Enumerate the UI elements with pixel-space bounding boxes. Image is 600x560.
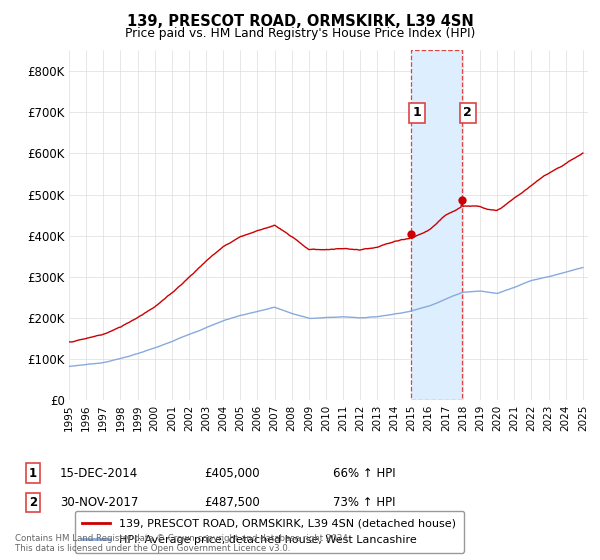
Text: Price paid vs. HM Land Registry's House Price Index (HPI): Price paid vs. HM Land Registry's House … (125, 27, 475, 40)
Text: 139, PRESCOT ROAD, ORMSKIRK, L39 4SN: 139, PRESCOT ROAD, ORMSKIRK, L39 4SN (127, 14, 473, 29)
Bar (411, 50, 461, 400)
Text: 73% ↑ HPI: 73% ↑ HPI (333, 496, 395, 509)
Text: 2: 2 (463, 106, 472, 119)
Text: 2: 2 (29, 496, 37, 509)
Text: 1: 1 (29, 466, 37, 480)
Text: 30-NOV-2017: 30-NOV-2017 (60, 496, 139, 509)
Text: £487,500: £487,500 (204, 496, 260, 509)
Text: £405,000: £405,000 (204, 466, 260, 480)
Legend: 139, PRESCOT ROAD, ORMSKIRK, L39 4SN (detached house), HPI: Average price, detac: 139, PRESCOT ROAD, ORMSKIRK, L39 4SN (de… (74, 511, 464, 553)
Text: Contains HM Land Registry data © Crown copyright and database right 2024.
This d: Contains HM Land Registry data © Crown c… (15, 534, 350, 553)
Text: 66% ↑ HPI: 66% ↑ HPI (333, 466, 395, 480)
Text: 1: 1 (413, 106, 421, 119)
Text: 15-DEC-2014: 15-DEC-2014 (60, 466, 138, 480)
